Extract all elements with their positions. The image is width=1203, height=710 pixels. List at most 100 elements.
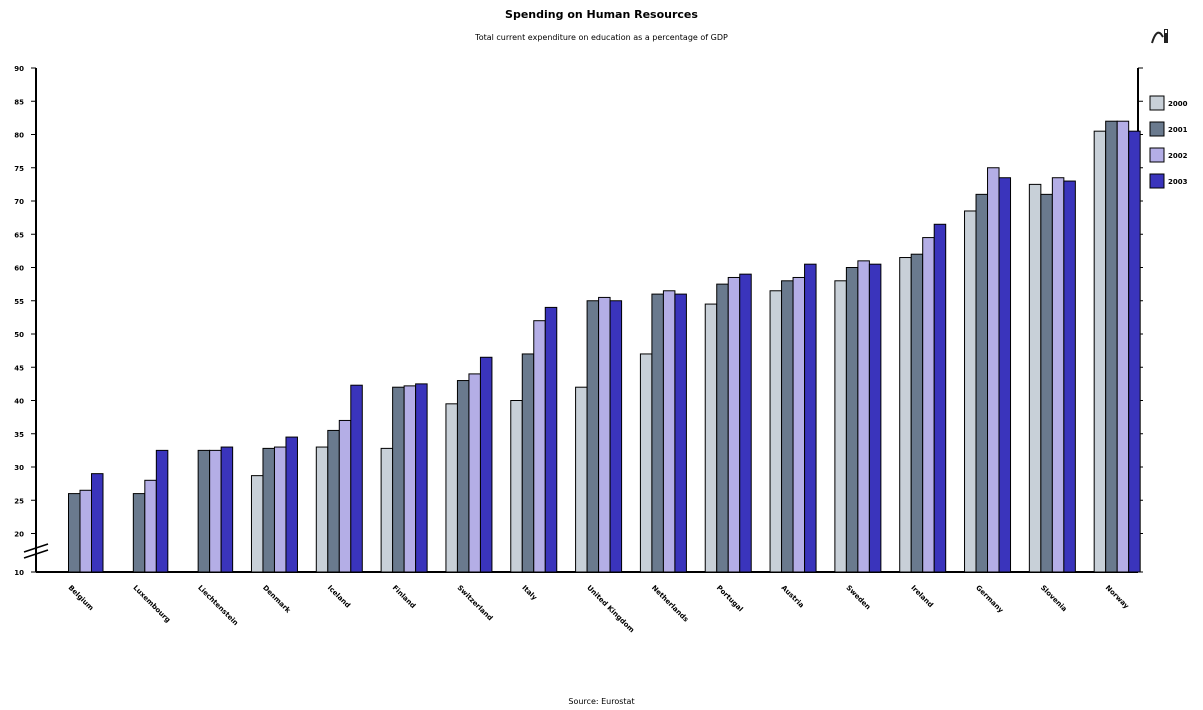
bar bbox=[1028, 183, 1042, 573]
bar bbox=[262, 447, 275, 573]
bar bbox=[273, 446, 287, 573]
y-tick-label: 20 bbox=[14, 531, 24, 539]
bar bbox=[933, 223, 947, 573]
y-tick-label: 60 bbox=[14, 265, 24, 273]
bar bbox=[521, 353, 535, 573]
x-tick-label: Finland bbox=[391, 584, 417, 610]
bar bbox=[327, 429, 340, 573]
chart-source: Source: Eurostat bbox=[568, 697, 635, 706]
bar bbox=[781, 280, 794, 573]
x-tick-label: Netherlands bbox=[650, 584, 690, 624]
bar bbox=[651, 293, 664, 573]
x-tick-label: Ireland bbox=[909, 584, 934, 609]
x-tick-label: Norway bbox=[1104, 584, 1131, 611]
bar bbox=[155, 449, 169, 573]
bar bbox=[380, 447, 394, 573]
x-tick-label: Sweden bbox=[844, 584, 872, 612]
x-tick-label: Denmark bbox=[261, 584, 292, 615]
y-tick-label: 45 bbox=[14, 364, 24, 372]
y-tick-label: 85 bbox=[14, 98, 24, 106]
bar bbox=[392, 386, 405, 573]
bar bbox=[674, 293, 687, 573]
y-tick-label: 80 bbox=[14, 132, 24, 140]
bar bbox=[479, 356, 493, 573]
bar bbox=[250, 475, 264, 573]
bar bbox=[598, 296, 611, 573]
bar bbox=[544, 306, 558, 573]
x-tick-label: Slovenia bbox=[1039, 584, 1069, 614]
x-tick-label: United Kingdom bbox=[585, 584, 636, 635]
y-tick-label: 10 bbox=[14, 569, 24, 577]
bar bbox=[1105, 120, 1118, 573]
bar bbox=[403, 385, 417, 573]
bar bbox=[975, 193, 989, 573]
y-tick-label: 40 bbox=[14, 398, 24, 406]
bar bbox=[1040, 193, 1053, 573]
x-tick-label: Belgium bbox=[67, 584, 95, 612]
bar bbox=[350, 384, 363, 573]
legend-swatch bbox=[1149, 147, 1165, 163]
x-tick-label: Switzerland bbox=[456, 584, 495, 623]
bar bbox=[315, 446, 329, 573]
legend-label: 2001 bbox=[1168, 126, 1188, 134]
bar bbox=[1063, 180, 1076, 573]
y-tick-label: 30 bbox=[14, 464, 24, 472]
x-tick-label: Germany bbox=[974, 584, 1005, 615]
chart-subtitle: Total current expenditure on education a… bbox=[475, 33, 728, 42]
bar bbox=[79, 489, 92, 573]
legend-label: 2000 bbox=[1168, 100, 1188, 108]
bar bbox=[769, 290, 783, 573]
y-tick-label: 35 bbox=[14, 431, 24, 439]
bar bbox=[727, 276, 741, 573]
bar bbox=[132, 493, 146, 573]
bar bbox=[456, 380, 470, 573]
legend-label: 2003 bbox=[1168, 178, 1188, 186]
bar bbox=[575, 386, 588, 573]
bar bbox=[68, 493, 81, 573]
bar bbox=[533, 320, 546, 573]
legend-swatch bbox=[1149, 121, 1165, 137]
bar bbox=[964, 210, 977, 573]
legend-swatch bbox=[1149, 95, 1165, 111]
bar bbox=[834, 280, 847, 573]
bar bbox=[922, 237, 935, 573]
bar bbox=[716, 283, 729, 573]
x-tick-label: Liechtenstein bbox=[196, 584, 239, 627]
bar bbox=[285, 436, 298, 573]
chart-title: Spending on Human Resources bbox=[505, 8, 698, 21]
bar bbox=[910, 253, 924, 573]
y-tick-label: 90 bbox=[14, 65, 24, 73]
bar bbox=[1093, 130, 1107, 573]
bar bbox=[510, 400, 523, 573]
chart-tool-icon[interactable] bbox=[1150, 27, 1172, 47]
y-tick-label: 75 bbox=[14, 165, 24, 173]
bar bbox=[792, 276, 806, 573]
bar bbox=[704, 303, 718, 573]
bar bbox=[1128, 130, 1141, 573]
bar bbox=[197, 449, 211, 573]
y-tick-label: 70 bbox=[14, 198, 24, 206]
axis-break-mark bbox=[23, 549, 49, 559]
bar bbox=[987, 167, 1000, 573]
bar bbox=[586, 300, 600, 573]
x-tick-label: Luxembourg bbox=[131, 584, 172, 625]
bar bbox=[220, 446, 234, 573]
bar bbox=[91, 473, 104, 573]
bar bbox=[845, 267, 859, 573]
y-tick-label: 55 bbox=[14, 298, 24, 306]
y-tick-label: 25 bbox=[14, 497, 24, 505]
bar bbox=[445, 403, 458, 573]
bar bbox=[209, 449, 222, 573]
bar bbox=[415, 383, 428, 573]
bar bbox=[639, 353, 653, 573]
legend-label: 2002 bbox=[1168, 152, 1188, 160]
bar bbox=[857, 260, 870, 573]
legend-swatch bbox=[1149, 173, 1165, 189]
bar bbox=[662, 290, 676, 573]
bar bbox=[468, 373, 481, 573]
y-tick-label: 50 bbox=[14, 331, 24, 339]
x-tick-label: Portugal bbox=[715, 584, 745, 614]
bar bbox=[338, 419, 352, 573]
bar bbox=[1051, 177, 1065, 573]
